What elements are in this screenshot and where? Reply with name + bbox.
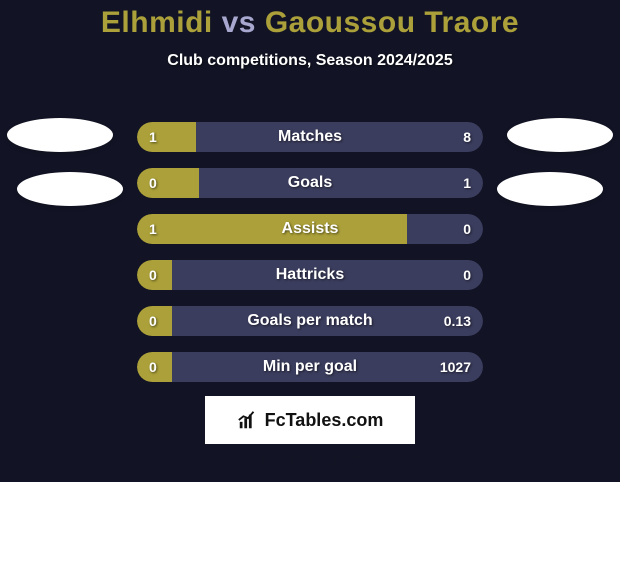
stat-row: Goals01: [137, 168, 483, 198]
stat-row: Matches18: [137, 122, 483, 152]
footer-date: 1 march 2025: [0, 453, 620, 471]
title-player1: Elhmidi: [101, 6, 213, 39]
stat-bar-left: [137, 122, 196, 152]
player2-avatar-2: [497, 172, 603, 206]
stat-row: Min per goal01027: [137, 352, 483, 382]
stat-bar-right: [196, 122, 483, 152]
page-title: Elhmidi vs Gaoussou Traore: [0, 0, 620, 40]
stat-bar-left: [137, 352, 172, 382]
stat-row: Hattricks00: [137, 260, 483, 290]
stat-row: Assists10: [137, 214, 483, 244]
branding-text: FcTables.com: [265, 410, 384, 431]
title-vs: vs: [222, 6, 256, 39]
stat-bar-right: [199, 168, 483, 198]
stat-bar-right: [172, 306, 483, 336]
branding-badge: FcTables.com: [205, 396, 415, 444]
stat-bars: Matches18 Goals01 Assists10 Hattricks00 Goal…: [137, 122, 483, 398]
player2-avatar-1: [507, 118, 613, 152]
player1-avatar-2: [17, 172, 123, 206]
stat-bar-left: [137, 260, 172, 290]
stat-bar-right: [407, 214, 483, 244]
subtitle: Club competitions, Season 2024/2025: [0, 52, 620, 70]
comparison-panel: Elhmidi vs Gaoussou Traore Club competit…: [0, 0, 620, 482]
stat-bar-left: [137, 306, 172, 336]
stat-bar-right: [172, 352, 483, 382]
title-player2: Gaoussou Traore: [265, 6, 519, 39]
fctables-logo-icon: [237, 409, 259, 431]
stat-bar-left: [137, 168, 199, 198]
stat-row: Goals per match00.13: [137, 306, 483, 336]
stat-bar-left: [137, 214, 407, 244]
player1-avatar-1: [7, 118, 113, 152]
stat-bar-right: [172, 260, 483, 290]
